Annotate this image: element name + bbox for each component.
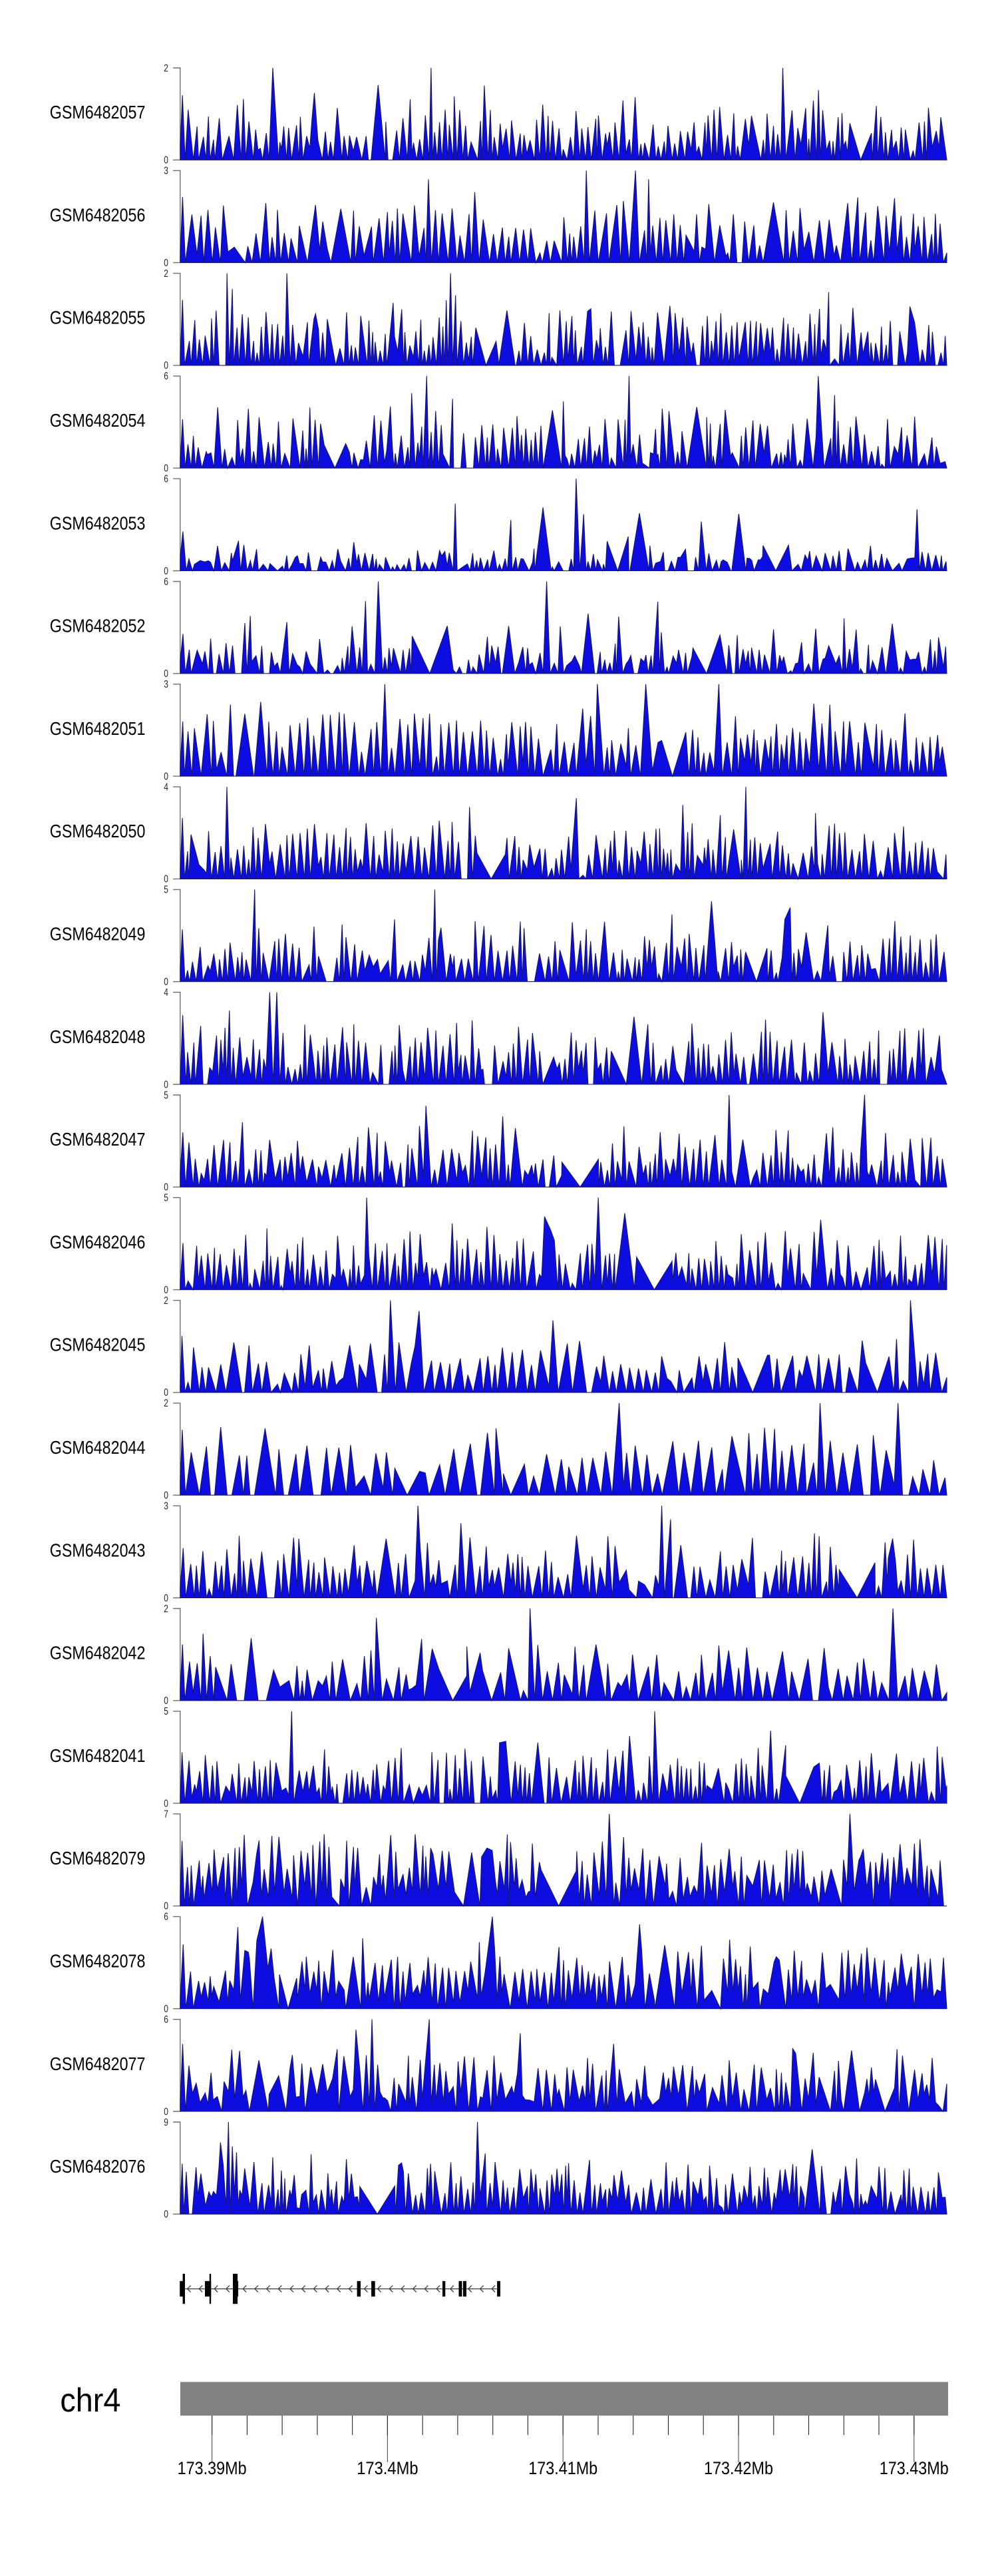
svg-text:GSM6482041: GSM6482041 [50, 1745, 146, 1766]
svg-text:173.42Mb: 173.42Mb [704, 2458, 773, 2478]
svg-text:0: 0 [164, 1182, 168, 1193]
svg-text:2: 2 [164, 1295, 168, 1307]
svg-text:6: 6 [164, 371, 168, 382]
svg-text:173.39Mb: 173.39Mb [178, 2458, 247, 2478]
svg-text:GSM6482056: GSM6482056 [50, 204, 146, 225]
svg-text:5: 5 [164, 1706, 168, 1717]
svg-text:6: 6 [164, 474, 168, 485]
svg-text:GSM6482043: GSM6482043 [50, 1540, 146, 1560]
svg-text:GSM6482078: GSM6482078 [50, 1951, 146, 1972]
svg-text:0: 0 [164, 1490, 168, 1502]
svg-text:3: 3 [164, 166, 168, 177]
svg-text:2: 2 [164, 1398, 168, 1409]
svg-text:GSM6482055: GSM6482055 [50, 308, 146, 328]
svg-text:9: 9 [164, 2117, 168, 2128]
svg-text:0: 0 [164, 1593, 168, 1604]
svg-text:3: 3 [164, 1501, 168, 1512]
svg-text:GSM6482057: GSM6482057 [50, 102, 146, 122]
svg-text:GSM6482077: GSM6482077 [50, 2053, 146, 2074]
svg-text:GSM6482045: GSM6482045 [50, 1335, 146, 1355]
svg-text:0: 0 [164, 874, 168, 885]
svg-text:GSM6482049: GSM6482049 [50, 924, 146, 945]
svg-text:7: 7 [164, 1809, 168, 1820]
svg-text:GSM6482051: GSM6482051 [50, 718, 146, 739]
svg-text:GSM6482079: GSM6482079 [50, 1848, 146, 1868]
svg-text:chr4: chr4 [60, 2382, 120, 2419]
svg-text:GSM6482047: GSM6482047 [50, 1129, 146, 1150]
svg-text:GSM6482054: GSM6482054 [50, 410, 146, 431]
svg-text:0: 0 [164, 360, 168, 371]
svg-text:5: 5 [164, 885, 168, 896]
svg-text:4: 4 [164, 781, 168, 793]
svg-text:0: 0 [164, 668, 168, 680]
svg-text:2: 2 [164, 268, 168, 280]
svg-text:0: 0 [164, 1387, 168, 1398]
svg-text:2: 2 [164, 1604, 168, 1615]
svg-text:0: 0 [164, 566, 168, 577]
svg-text:GSM6482050: GSM6482050 [50, 821, 146, 841]
svg-text:5: 5 [164, 1090, 168, 1101]
svg-text:4: 4 [164, 987, 168, 998]
svg-text:GSM6482076: GSM6482076 [50, 2156, 146, 2177]
svg-text:0: 0 [164, 2004, 168, 2015]
svg-text:GSM6482044: GSM6482044 [50, 1437, 146, 1458]
svg-text:3: 3 [164, 679, 168, 690]
svg-text:173.41Mb: 173.41Mb [528, 2458, 597, 2478]
svg-text:6: 6 [164, 1912, 168, 1923]
svg-text:0: 0 [164, 1079, 168, 1090]
svg-text:0: 0 [164, 258, 168, 269]
svg-text:173.4Mb: 173.4Mb [357, 2458, 418, 2478]
svg-text:0: 0 [164, 2209, 168, 2221]
svg-text:GSM6482052: GSM6482052 [50, 616, 146, 636]
svg-text:GSM6482046: GSM6482046 [50, 1231, 146, 1252]
svg-text:GSM6482048: GSM6482048 [50, 1026, 146, 1047]
svg-text:GSM6482042: GSM6482042 [50, 1643, 146, 1663]
svg-text:0: 0 [164, 463, 168, 475]
svg-text:6: 6 [164, 576, 168, 588]
svg-text:GSM6482053: GSM6482053 [50, 513, 146, 533]
svg-text:5: 5 [164, 1193, 168, 1204]
svg-text:0: 0 [164, 976, 168, 988]
svg-text:2: 2 [164, 63, 168, 74]
svg-text:0: 0 [164, 1695, 168, 1707]
svg-text:0: 0 [164, 155, 168, 166]
svg-text:0: 0 [164, 1901, 168, 1912]
svg-text:0: 0 [164, 1285, 168, 1296]
svg-text:0: 0 [164, 1798, 168, 1809]
svg-text:6: 6 [164, 2014, 168, 2026]
svg-text:0: 0 [164, 2106, 168, 2117]
svg-text:173.43Mb: 173.43Mb [880, 2458, 949, 2478]
svg-text:0: 0 [164, 771, 168, 782]
